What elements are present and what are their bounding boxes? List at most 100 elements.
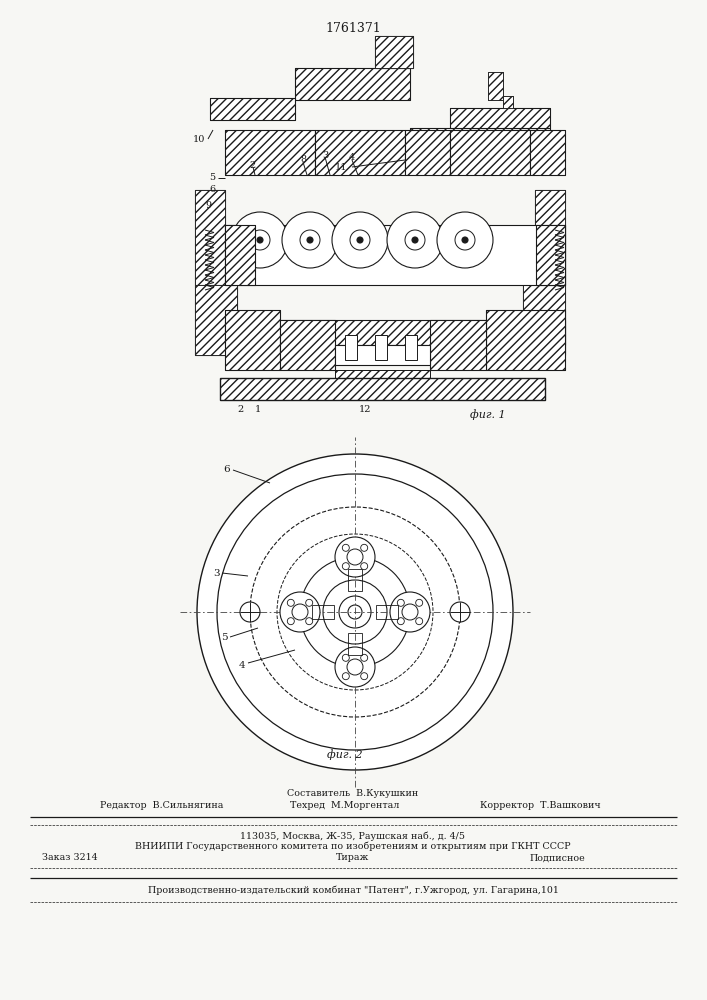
Bar (535, 190, 565, 285)
Circle shape (250, 230, 270, 250)
Text: Составитель  В.Кукушкин: Составитель В.Кукушкин (287, 790, 419, 798)
Text: 5: 5 (221, 634, 228, 643)
Text: Корректор  Т.Вашкович: Корректор Т.Вашкович (480, 800, 601, 810)
Text: фиг. 1: фиг. 1 (470, 410, 506, 420)
Bar (536, 225, 565, 285)
Text: 3: 3 (322, 150, 328, 159)
Bar (220, 378, 545, 400)
Bar (405, 335, 417, 360)
Bar (195, 285, 237, 355)
Circle shape (450, 602, 470, 622)
Text: 2: 2 (250, 160, 256, 169)
Circle shape (257, 237, 263, 243)
Bar (210, 98, 295, 120)
Text: 9: 9 (206, 200, 212, 210)
Bar (375, 36, 413, 68)
Bar (220, 378, 545, 400)
Text: 4: 4 (238, 660, 245, 670)
Bar (503, 96, 513, 108)
Bar (335, 370, 430, 380)
Bar (335, 370, 430, 380)
Text: 11: 11 (334, 163, 347, 172)
Text: 10: 10 (192, 135, 205, 144)
Bar (523, 285, 565, 355)
Bar (295, 68, 410, 100)
Circle shape (462, 237, 468, 243)
Circle shape (357, 237, 363, 243)
Bar (225, 130, 315, 175)
Circle shape (390, 592, 430, 632)
Bar (225, 225, 565, 285)
Text: 4: 4 (349, 153, 355, 162)
Bar (210, 98, 295, 120)
Bar (225, 320, 565, 345)
Bar (536, 225, 565, 285)
Bar (225, 130, 315, 175)
Text: 1761371: 1761371 (325, 21, 381, 34)
Circle shape (232, 212, 288, 268)
Bar (503, 96, 513, 108)
Bar (375, 36, 413, 68)
Bar (486, 310, 565, 370)
Text: 1: 1 (255, 406, 261, 414)
Circle shape (348, 605, 362, 619)
Bar (225, 225, 255, 285)
Bar (523, 285, 565, 355)
Text: Техред  М.Моргентал: Техред М.Моргентал (290, 800, 399, 810)
Circle shape (455, 230, 475, 250)
Circle shape (197, 454, 513, 770)
Bar (195, 285, 237, 355)
Bar (225, 310, 280, 370)
Bar (450, 108, 550, 128)
Text: Редактор  В.Сильнягина: Редактор В.Сильнягина (100, 800, 223, 810)
Bar (535, 190, 565, 285)
Bar (450, 130, 530, 175)
Text: 12: 12 (358, 406, 371, 414)
Circle shape (405, 230, 425, 250)
Bar (486, 310, 565, 370)
Circle shape (387, 212, 443, 268)
Bar (530, 130, 565, 175)
Bar (488, 72, 503, 100)
Text: Производственно-издательский комбинат "Патент", г.Ужгород, ул. Гагарина,101: Производственно-издательский комбинат "П… (148, 885, 559, 895)
Bar (410, 128, 550, 148)
Bar (405, 130, 450, 175)
Bar (315, 130, 405, 175)
Text: Тираж: Тираж (337, 854, 370, 862)
Bar (405, 130, 450, 175)
Text: 5: 5 (209, 174, 215, 182)
Text: 113035, Москва, Ж-35, Раушская наб., д. 4/5: 113035, Москва, Ж-35, Раушская наб., д. … (240, 831, 465, 841)
Text: 2: 2 (237, 406, 243, 414)
Bar (375, 335, 387, 360)
Circle shape (307, 237, 313, 243)
Bar (195, 190, 225, 285)
Circle shape (300, 230, 320, 250)
Circle shape (335, 537, 375, 577)
Bar (376, 605, 398, 619)
Bar (312, 605, 334, 619)
Bar (225, 225, 255, 285)
Circle shape (335, 647, 375, 687)
Circle shape (412, 237, 418, 243)
Circle shape (332, 212, 388, 268)
Bar (488, 72, 503, 100)
Text: 6: 6 (223, 466, 230, 475)
Bar (410, 128, 550, 148)
Circle shape (240, 602, 260, 622)
Text: 6: 6 (209, 186, 215, 194)
Text: Подписное: Подписное (530, 854, 586, 862)
Text: фиг. 2: фиг. 2 (327, 750, 363, 760)
Bar (315, 130, 405, 175)
Bar (280, 320, 335, 370)
Bar (280, 320, 335, 370)
Bar (225, 320, 565, 345)
Bar (348, 569, 362, 591)
Bar (450, 130, 530, 175)
Bar (225, 310, 280, 370)
Bar (295, 68, 410, 100)
Text: ВНИИПИ Государственного комитета по изобретениям и открытиям при ГКНТ СССР: ВНИИПИ Государственного комитета по изоб… (135, 841, 571, 851)
Bar (430, 320, 486, 370)
Bar (195, 190, 225, 285)
Bar (348, 633, 362, 655)
Bar (430, 320, 486, 370)
